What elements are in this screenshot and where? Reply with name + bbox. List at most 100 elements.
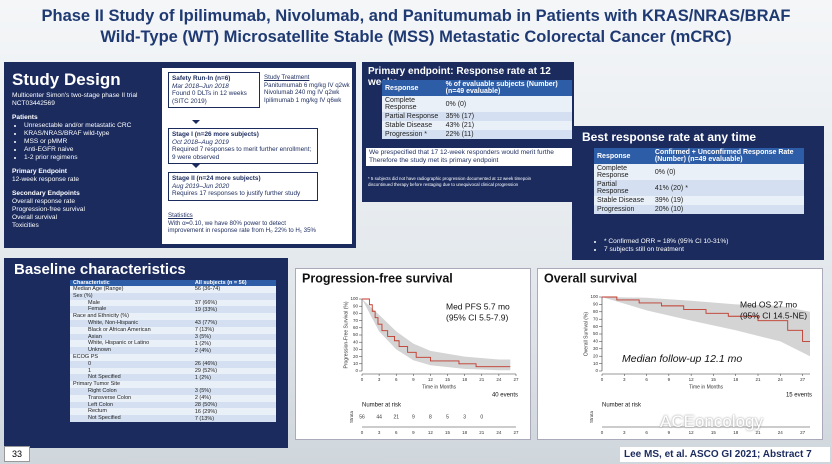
study-design-panel: Study Design Multicenter Simon's two-sta… — [4, 62, 356, 248]
risk-axis-label: 6 — [395, 430, 398, 435]
cell — [191, 381, 276, 388]
bullet: Anti-EGFR naive — [24, 146, 162, 154]
x-tick-label: 12 — [689, 377, 695, 382]
km-chart: Progression-free survival010203040506070… — [302, 271, 519, 435]
confidence-band — [602, 297, 810, 357]
text-line: Progression-free survival — [12, 206, 85, 213]
table: Response% of evaluable subjects (Number)… — [382, 80, 572, 139]
cell: 26 (46%) — [191, 360, 276, 368]
risk-label: Number at risk — [362, 403, 402, 409]
cell: 35% (17) — [442, 112, 572, 121]
x-axis-label: Time in Months — [422, 384, 456, 390]
cell: Not Specified — [70, 415, 192, 422]
risk-axis-label: 15 — [711, 430, 717, 435]
cell — [191, 313, 276, 320]
cell: Partial Response — [594, 180, 652, 196]
x-tick-label: 6 — [645, 377, 648, 382]
risk-axis-label: 21 — [755, 430, 761, 435]
statistics: Statistics With α=0.10, we have 80% power… — [168, 212, 352, 235]
title-line: Phase II Study of Ipilimumab, Nivolumab,… — [41, 7, 791, 25]
text-line: With α=0.10, we have 80% power to detect — [168, 219, 286, 227]
cell: Progression — [594, 205, 652, 214]
risk-axis-label: 9 — [412, 430, 415, 435]
at-risk: 0 — [480, 414, 483, 420]
bullet: KRAS/NRAS/BRAF wild-type — [24, 130, 162, 138]
x-tick-label: 12 — [428, 377, 434, 382]
risk-axis-label: 15 — [445, 430, 451, 435]
cell — [191, 292, 276, 300]
header-cell: Response — [382, 80, 443, 96]
cell: Black or African American — [70, 326, 192, 334]
row: Asian 3 (5%) — [70, 333, 276, 341]
text-line: (SITC 2019) — [172, 97, 207, 105]
events: 40 events — [492, 393, 518, 399]
survival-curve — [602, 296, 810, 342]
section-title: Study Design — [12, 70, 121, 89]
cell: 3 (5%) — [191, 387, 276, 395]
text-line: improvement in response rate from H₀ 22%… — [168, 227, 317, 235]
stage-title: Stage II (n=24 more subjects) — [172, 175, 261, 182]
row: Transverse Colon 2 (4%) — [70, 394, 276, 402]
panel-title: Progression-free survival — [302, 271, 453, 285]
arrow — [192, 120, 200, 124]
cell: 3 (5%) — [191, 333, 276, 341]
cell: 20% (10) — [651, 205, 804, 214]
cell: 43 (77%) — [191, 319, 276, 327]
cell — [191, 353, 276, 361]
y-tick-label: 40 — [353, 339, 359, 344]
y-tick-label: 50 — [353, 332, 359, 337]
risk-axis-label: 18 — [733, 430, 739, 435]
x-tick-label: 27 — [513, 377, 519, 382]
bullet-list: Unresectable and/or metastatic CRCKRAS/N… — [12, 122, 162, 162]
strata-label: Strata — [589, 411, 594, 424]
header-row: Response% of evaluable subjects (Number)… — [382, 80, 572, 96]
row: Unknown 2 (4%) — [70, 347, 276, 354]
risk-axis-label: 9 — [668, 430, 671, 435]
at-risk: 56 — [359, 414, 365, 420]
text-line: * 5 subjects did not have radiographic p… — [368, 176, 532, 181]
text-line: Found 0 DLTs in 12 weeks — [172, 90, 247, 98]
cell: White, Hispanic or Latino — [70, 340, 192, 348]
row: Black or African American 7 (13%) — [70, 326, 276, 334]
text-line: 12-week response rate — [12, 176, 80, 183]
at-risk: 8 — [429, 414, 432, 420]
cell: 29 (52%) — [191, 367, 276, 375]
cell: 19 (33%) — [191, 306, 276, 314]
cell: Partial Response — [382, 112, 443, 121]
x-axis-label: Time in Months — [689, 384, 723, 390]
risk-axis-label: 12 — [428, 430, 434, 435]
cell: Asian — [70, 333, 192, 341]
bullet: Unresectable and/or metastatic CRC — [24, 122, 162, 130]
row: White, Hispanic or Latino 1 (2%) — [70, 340, 276, 348]
title-line: Wild-Type (WT) Microsatellite Stable (MS… — [100, 28, 732, 46]
y-tick-label: 0 — [595, 368, 598, 373]
stage-box: Stage I (n=26 more subjects) Oct 2018–Aug… — [168, 128, 318, 165]
row: White, Non-Hispanic 43 (77%) — [70, 319, 276, 327]
heading: Secondary Endpoints — [12, 190, 80, 197]
row: Median Age (Range) 56 (36-74) — [70, 286, 276, 293]
x-tick-label: 18 — [462, 377, 468, 382]
y-axis-label: Overall Survival (%) — [583, 312, 589, 357]
x-tick-label: 9 — [412, 377, 415, 382]
y-tick-label: 10 — [353, 361, 359, 366]
cell: Complete Response — [594, 164, 652, 180]
row: Progression * 22% (11) — [382, 130, 572, 139]
cell: Male — [70, 299, 192, 307]
y-tick-label: 100 — [590, 294, 598, 299]
stage-box: Stage II (n=24 more subjects) Aug 2019–Ju… — [168, 172, 318, 201]
bullet: MSS or pMMR — [24, 138, 162, 146]
row: Female 19 (33%) — [70, 306, 276, 314]
y-tick-label: 80 — [353, 311, 359, 316]
x-tick-label: 24 — [496, 377, 502, 382]
bullet: * Confirmed ORR = 18% (95% CI 10-31%) — [604, 238, 822, 246]
at-risk: 9 — [412, 414, 415, 420]
risk-axis-label: 0 — [601, 430, 604, 435]
at-risk: 44 — [376, 414, 382, 420]
text-line: Nivolumab 240 mg IV q2wk — [264, 89, 340, 97]
pfs-panel: Progression-free survival 0 10 20 30 40 50 60 70… — [295, 268, 531, 440]
stage-dates: Aug 2019–Jun 2020 — [172, 182, 230, 190]
section-title: Baseline characteristics — [14, 261, 186, 278]
cell: 7 (13%) — [191, 415, 276, 422]
header-row: Characteristic All subjects (n = 56) — [70, 280, 276, 286]
